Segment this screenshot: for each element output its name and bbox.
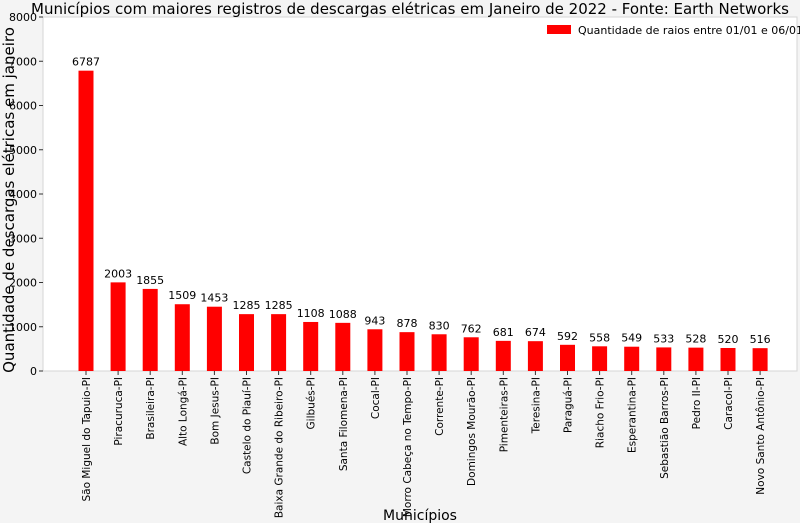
- bar: [239, 314, 254, 371]
- y-tick-label: 6000: [9, 100, 37, 113]
- bar: [367, 329, 383, 371]
- x-axis-label: Municípios: [383, 508, 457, 523]
- bar: [206, 306, 222, 371]
- y-tick-label: 2000: [9, 277, 37, 290]
- data-label: 1108: [297, 307, 325, 320]
- x-tick-label: Brasileira-PI: [145, 377, 157, 440]
- data-label: 1285: [233, 299, 261, 312]
- x-tick-label: Morro Cabeça no Tempo-PI: [402, 377, 414, 517]
- data-label: 528: [685, 333, 706, 346]
- legend-swatch: [547, 25, 571, 34]
- y-tick-label: 7000: [9, 55, 37, 68]
- bar: [110, 282, 126, 371]
- chart-title: Municípios com maiores registros de desc…: [31, 0, 789, 18]
- x-tick-label: Caracol-PI: [723, 377, 735, 430]
- x-tick-label: Gilbués-PI: [306, 377, 318, 429]
- x-tick-label: Pimenteiras-PI: [498, 377, 510, 452]
- data-label: 1285: [265, 299, 293, 312]
- bar: [560, 344, 575, 371]
- data-label: 520: [718, 333, 739, 346]
- y-axis-label: Quantidade de descargas elétricas em jan…: [0, 27, 18, 373]
- x-tick-label: Esperantina-PI: [627, 377, 639, 453]
- bar: [271, 314, 287, 371]
- x-tick-label: Piracuruca-PI: [113, 377, 125, 446]
- data-label: 549: [621, 332, 642, 345]
- data-label: 558: [589, 331, 610, 344]
- bar: [142, 288, 158, 371]
- y-tick-label: 1000: [9, 321, 37, 334]
- bar: [720, 347, 736, 371]
- x-tick-label: Santa Filomena-PI: [338, 377, 350, 471]
- data-label: 1088: [329, 308, 357, 321]
- y-tick-label: 0: [30, 365, 37, 378]
- x-tick-label: Castelo do Piauí-PI: [242, 377, 254, 474]
- bar: [656, 347, 672, 371]
- data-label: 830: [429, 319, 450, 332]
- bar: [624, 346, 640, 371]
- data-label: 516: [750, 333, 771, 346]
- x-tick-label: Cocal-PI: [370, 377, 382, 419]
- data-label: 592: [557, 330, 578, 343]
- y-tick-label: 3000: [9, 232, 37, 245]
- bar: [527, 341, 543, 371]
- x-tick-label: Bom Jesus-PI: [209, 377, 221, 445]
- x-tick-label: Novo Santo Antônio-PI: [755, 377, 767, 495]
- data-label: 6787: [72, 56, 100, 69]
- data-label: 878: [397, 317, 418, 330]
- bar: [592, 346, 608, 371]
- data-label: 533: [653, 332, 674, 345]
- x-tick-label: São Miguel do Tapuio-PI: [81, 377, 93, 501]
- bar: [495, 340, 511, 371]
- plot-area: [42, 16, 798, 372]
- data-label: 1509: [168, 289, 196, 302]
- bar: [431, 334, 447, 371]
- data-label: 674: [525, 326, 546, 339]
- legend-label: Quantidade de raios entre 01/01 e 06/01: [578, 24, 800, 37]
- data-label: 1855: [136, 274, 164, 287]
- x-tick-label: Domingos Mourão-PI: [466, 377, 478, 486]
- x-tick-label: Corrente-PI: [434, 377, 446, 436]
- y-tick-label: 5000: [9, 144, 37, 157]
- x-tick-label: Pedro II-PI: [691, 377, 703, 429]
- data-label: 943: [364, 314, 385, 327]
- bar: [335, 322, 351, 371]
- bar: [303, 321, 319, 371]
- y-tick-label: 4000: [9, 188, 37, 201]
- x-tick-label: Teresina-PI: [530, 377, 542, 434]
- y-axis: 0 1000 2000 3000 4000 5000 6000 7000 8000: [9, 11, 43, 378]
- bar: [752, 348, 768, 371]
- bar-series: 6787 São Miguel do Tapuio-PI 2003 Piracuruc…: [72, 56, 771, 518]
- legend: Quantidade de raios entre 01/01 e 06/01: [547, 24, 800, 37]
- x-tick-label: Alto Longá-PI: [177, 377, 189, 446]
- bar: [78, 70, 94, 372]
- data-label: 681: [493, 326, 514, 339]
- data-label: 2003: [104, 267, 132, 280]
- data-label: 1453: [200, 292, 228, 305]
- bar: [688, 347, 704, 371]
- x-tick-label: Riacho Frio-PI: [595, 377, 607, 448]
- x-tick-label: Paraguá-PI: [563, 377, 575, 433]
- bar: [174, 304, 190, 371]
- x-tick-label: Sebastião Barros-PI: [659, 377, 671, 479]
- x-tick-label: Baixa Grande do Ribeiro-PI: [274, 377, 286, 518]
- y-tick-label: 8000: [9, 11, 37, 24]
- data-label: 762: [461, 322, 482, 335]
- bar: [463, 337, 479, 371]
- bar: [399, 332, 415, 371]
